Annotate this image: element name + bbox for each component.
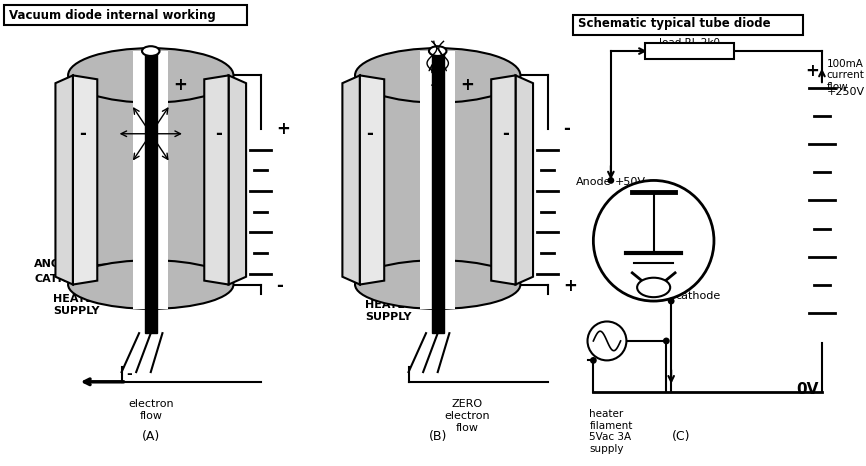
Ellipse shape [637, 278, 670, 297]
Text: 0V: 0V [796, 383, 818, 397]
Circle shape [662, 337, 669, 344]
Text: +: + [563, 277, 577, 295]
Circle shape [593, 180, 714, 301]
Text: (C): (C) [672, 430, 690, 443]
Ellipse shape [142, 46, 159, 56]
Text: +: + [460, 76, 474, 94]
Text: heater
filament
5Vac 3A
supply: heater filament 5Vac 3A supply [590, 409, 633, 454]
Text: HEATER
SUPPLY: HEATER SUPPLY [365, 300, 413, 322]
Polygon shape [97, 79, 204, 281]
Text: -: - [80, 125, 86, 143]
Polygon shape [432, 51, 443, 333]
Circle shape [590, 357, 597, 364]
Text: (B): (B) [429, 430, 447, 443]
Circle shape [587, 322, 626, 360]
Text: -: - [502, 125, 509, 143]
Text: +50V: +50V [615, 178, 646, 187]
Polygon shape [491, 75, 515, 285]
FancyBboxPatch shape [3, 5, 247, 25]
Polygon shape [491, 79, 499, 281]
Text: cathode: cathode [675, 291, 721, 301]
Polygon shape [145, 51, 157, 333]
Text: electron
flow: electron flow [128, 399, 173, 421]
Text: HEATER
SUPPLY: HEATER SUPPLY [54, 294, 102, 315]
Text: ANODE: ANODE [34, 259, 78, 269]
FancyBboxPatch shape [573, 15, 804, 34]
Ellipse shape [355, 48, 520, 103]
Text: +: + [276, 120, 290, 138]
Polygon shape [89, 79, 97, 281]
Text: +: + [173, 76, 187, 94]
Ellipse shape [68, 260, 234, 309]
Polygon shape [229, 75, 246, 285]
Circle shape [668, 298, 675, 304]
Polygon shape [385, 79, 491, 281]
Text: CATHODE: CATHODE [34, 274, 94, 284]
Circle shape [607, 177, 614, 184]
Text: +250V: +250V [827, 87, 865, 97]
Polygon shape [360, 75, 385, 285]
Text: Schematic typical tube diode: Schematic typical tube diode [578, 17, 771, 30]
Polygon shape [420, 51, 456, 309]
Text: -: - [366, 125, 373, 143]
Text: Anode: Anode [576, 178, 611, 187]
FancyBboxPatch shape [645, 43, 734, 59]
Text: -: - [126, 367, 132, 381]
Ellipse shape [355, 260, 520, 309]
Text: (A): (A) [142, 430, 160, 443]
Ellipse shape [429, 46, 447, 56]
Text: -: - [216, 125, 223, 143]
Polygon shape [55, 75, 73, 285]
Polygon shape [377, 79, 385, 281]
Polygon shape [133, 51, 168, 309]
Text: ZERO
electron
flow: ZERO electron flow [444, 399, 489, 432]
Polygon shape [204, 79, 212, 281]
Polygon shape [204, 75, 229, 285]
Text: -: - [563, 120, 570, 138]
Text: -: - [276, 277, 283, 295]
Text: 100mA
current
flow: 100mA current flow [827, 59, 864, 92]
Polygon shape [73, 75, 97, 285]
Text: +: + [805, 62, 819, 80]
Text: Resistance
load RL 2k0: Resistance load RL 2k0 [659, 27, 721, 48]
Text: Vacuum diode internal working: Vacuum diode internal working [9, 8, 216, 21]
Ellipse shape [68, 48, 234, 103]
Polygon shape [515, 75, 533, 285]
Polygon shape [342, 75, 360, 285]
